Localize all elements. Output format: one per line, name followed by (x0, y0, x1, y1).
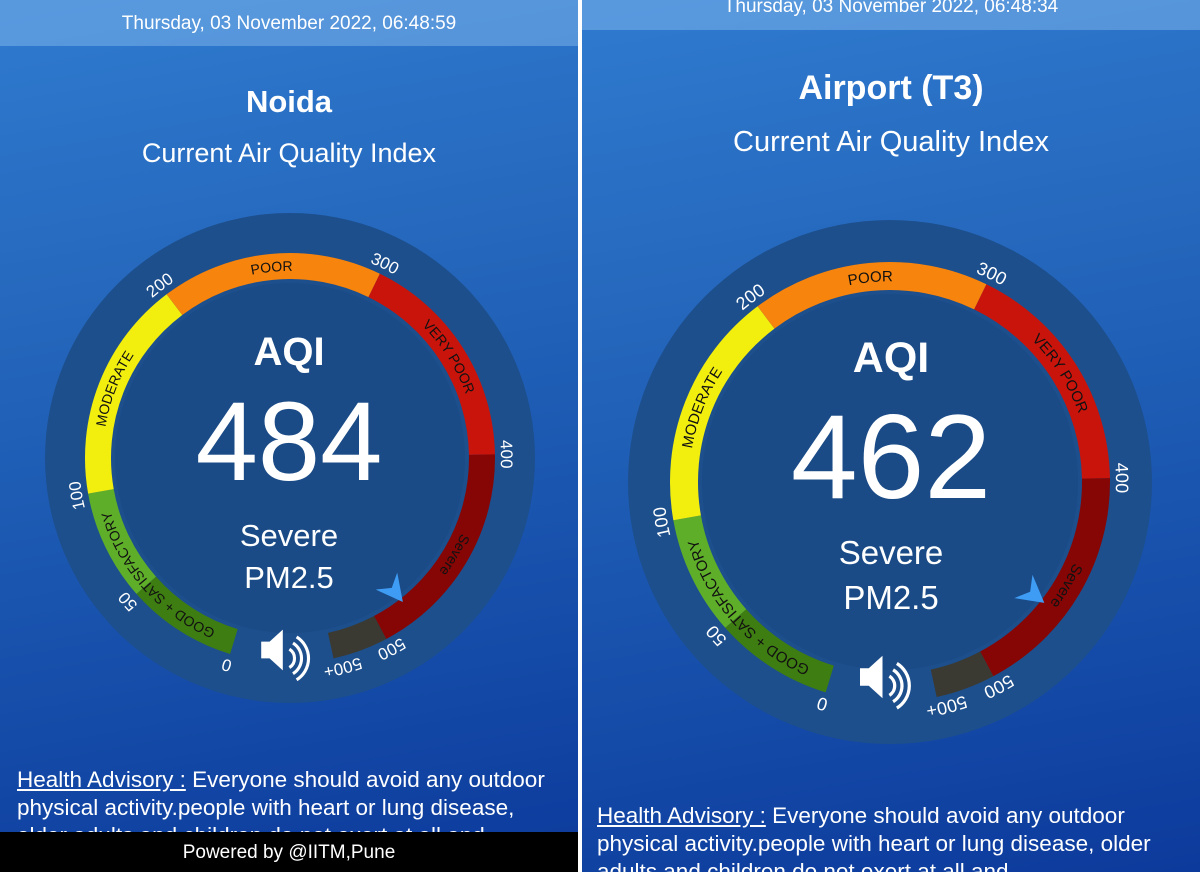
gauge-segment (373, 454, 495, 640)
health-advisory-label[interactable]: Health Advisory : (17, 767, 186, 792)
datetime: Thursday, 03 November 2022, 06:48:34 (582, 0, 1200, 30)
gauge-segment (673, 515, 747, 628)
gauge-segment (85, 294, 183, 494)
datetime: Thursday, 03 November 2022, 06:48:59 (0, 0, 578, 46)
aqi-panel-airport-t3: Thursday, 03 November 2022, 06:48:34 Air… (582, 0, 1200, 872)
gauge-segment (166, 253, 380, 316)
gauge-pointer (1014, 574, 1045, 603)
aqi-label: AQI (253, 330, 325, 374)
subtitle: Current Air Quality Index (733, 126, 1049, 158)
gauge-segment-label: POOR (847, 268, 894, 289)
gauge-segment (136, 576, 238, 655)
gauge-segment (974, 284, 1110, 479)
health-advisory: Health Advisory : Everyone should avoid … (17, 766, 568, 832)
gauge-segment (670, 306, 775, 521)
footer-powered-by: Powered by @IITM,Pune (0, 832, 578, 872)
health-advisory: Health Advisory : Everyone should avoid … (597, 802, 1190, 872)
gauge-segment (930, 651, 994, 697)
health-advisory-text: Everyone should avoid any outdoor physic… (597, 803, 1151, 872)
aqi-category: Severe (838, 534, 944, 571)
gauge-segment (757, 262, 987, 329)
gauge-segment (725, 609, 835, 693)
gauge-inner (115, 283, 465, 633)
subtitle: Current Air Quality Index (141, 138, 437, 168)
gauge-tick-label: 400 (1111, 462, 1132, 493)
aqi-value: 484 (195, 379, 383, 504)
station-name: Noida (245, 84, 333, 119)
gauge-pointer (375, 572, 403, 603)
pollutant: PM2.5 (244, 560, 334, 595)
aqi-label: AQI (852, 334, 930, 382)
aqi-panel-noida: Thursday, 03 November 2022, 06:48:59 Noi… (0, 0, 578, 872)
pollutant: PM2.5 (843, 579, 939, 616)
gauge-segment (368, 273, 495, 456)
gauge-segment (327, 615, 387, 659)
health-advisory-text: Everyone should avoid any outdoor physic… (17, 767, 545, 832)
speaker-volume-icon[interactable] (261, 629, 311, 682)
speaker-volume-icon[interactable] (860, 655, 911, 710)
gauge-segment (979, 478, 1110, 677)
gauge-segment (88, 488, 157, 594)
aqi-category: Severe (239, 518, 339, 553)
station-name: Airport (T3) (798, 69, 984, 107)
gauge-inner (702, 294, 1078, 670)
gauge-tick-label: 400 (496, 439, 516, 468)
health-advisory-label[interactable]: Health Advisory : (597, 803, 766, 828)
gauge-tick-label: 100 (65, 480, 89, 511)
aqi-value: 462 (790, 390, 992, 524)
gauge-segment-label: POOR (249, 258, 292, 278)
